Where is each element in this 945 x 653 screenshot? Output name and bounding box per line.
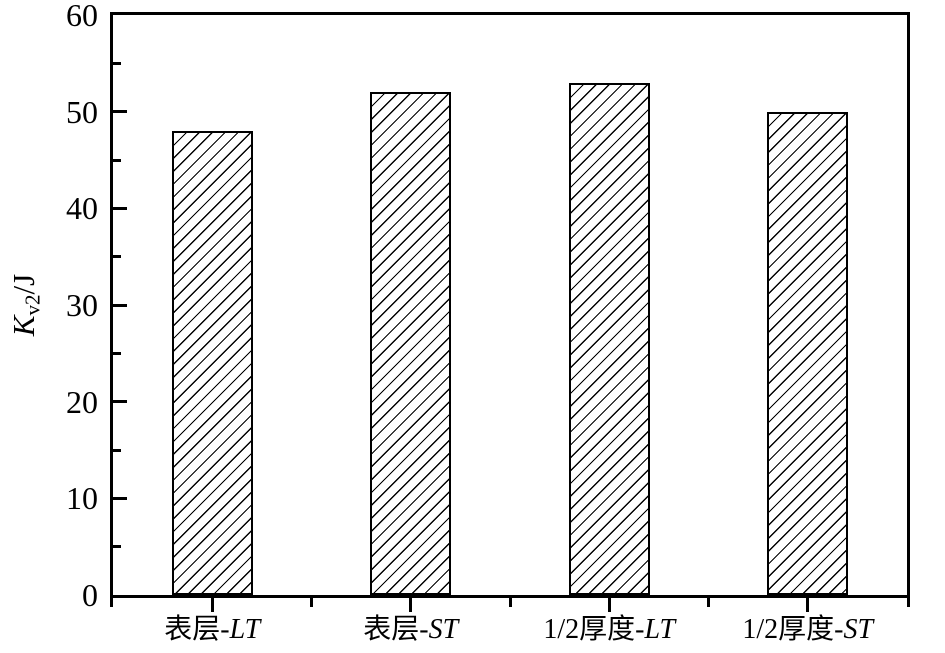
x-category-label-suffix: ST [428,614,459,645]
x-axis-minor-tick [907,598,910,607]
y-tick-label-10: 10 [66,480,98,517]
y-axis-major-tick [113,110,127,114]
x-category-label-text: 1/2厚度- [742,614,844,645]
y-axis-major-tick [113,496,127,500]
y-axis-minor-tick [113,255,121,259]
x-category-label-1: 表层-LT [92,612,332,648]
x-category-label-3: 1/2厚度-LT [489,612,729,648]
y-tick-label-50: 50 [66,93,98,130]
y-axis-minor-tick [113,351,121,355]
x-category-label-2: 表层-ST [291,612,531,648]
x-axis-minor-tick [310,598,313,607]
x-axis-major-tick [409,598,413,612]
y-axis-major-tick [113,206,127,210]
y-axis-minor-tick [113,61,121,65]
bar-1 [171,131,253,595]
x-axis-minor-tick [110,598,113,607]
y-tick-label-0: 0 [82,577,98,613]
y-tick-label-30: 30 [66,287,98,323]
y-tick-label-20: 20 [66,383,98,420]
x-axis-minor-tick [707,598,710,607]
x-category-label-text: 1/2厚度- [543,614,645,645]
x-axis-minor-tick [508,598,512,607]
y-axis-major-tick [113,400,127,404]
x-category-label-suffix: LT [229,614,261,645]
y-axis-minor-tick [113,545,121,549]
y-axis-minor-tick [113,448,121,452]
bar-4 [767,112,849,595]
x-category-label-4: 1/2厚度-ST [688,612,928,648]
x-category-label-suffix: LT [644,614,676,645]
x-category-label-text: 表层- [164,614,230,645]
y-tick-label-40: 40 [66,190,98,227]
bar-3 [568,83,650,595]
x-axis-major-tick [210,598,214,612]
bar-2 [370,92,452,595]
y-axis-minor-tick [113,158,121,162]
plot-area [110,12,910,598]
x-category-label-suffix: ST [843,614,874,645]
x-axis-major-tick [607,598,611,612]
x-axis-major-tick [806,598,810,612]
x-category-label-text: 表层- [363,614,429,645]
y-tick-label-60: 60 [66,0,98,33]
y-axis-major-tick [113,303,127,307]
